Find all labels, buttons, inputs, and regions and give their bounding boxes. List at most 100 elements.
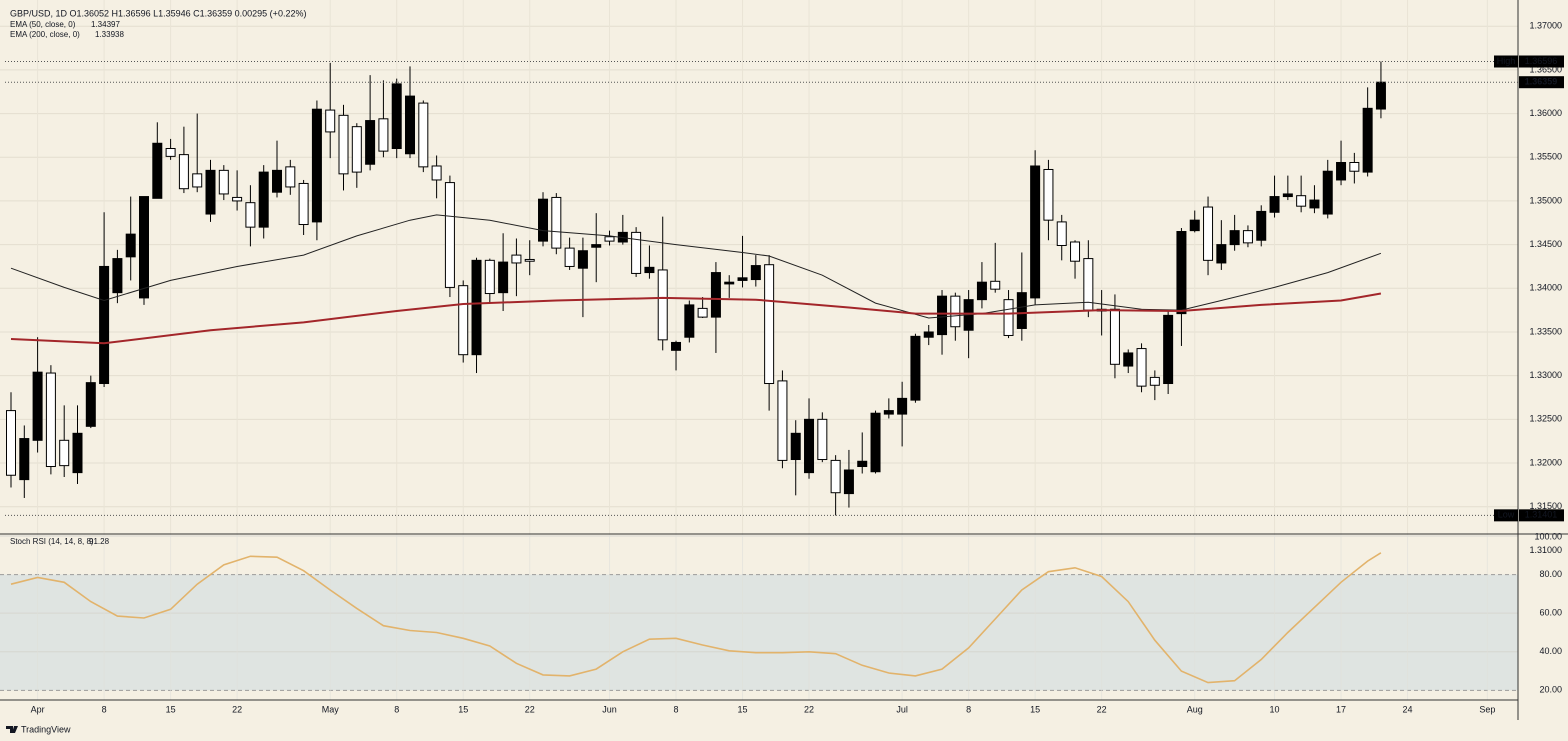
y-tick-label: 1.36000 [1529, 108, 1562, 118]
candle-body [644, 266, 655, 274]
candle-body [710, 272, 721, 318]
candle-body [737, 277, 748, 281]
header: GBP/USD, 1D O1.36052 H1.36596 L1.35946 C… [10, 8, 306, 18]
y-tick-label: 1.32500 [1529, 414, 1562, 424]
candle-body [1043, 168, 1054, 221]
x-tick-label: Sep [1479, 704, 1495, 714]
legend-value: 1.34397 [91, 20, 120, 29]
x-tick-label: 22 [525, 704, 535, 714]
candle-body [405, 95, 416, 155]
candle-body [750, 265, 761, 281]
candle-body [684, 304, 695, 338]
y-tick-label: 60.00 [1539, 608, 1562, 618]
candle-body [790, 432, 801, 461]
level-tag [1494, 55, 1518, 68]
candle-body [298, 182, 309, 226]
logo [6, 726, 18, 733]
indicator-value: 91.28 [89, 537, 110, 546]
x-tick-label: 15 [738, 704, 748, 714]
candle-body [152, 142, 163, 199]
candle-body [511, 254, 522, 264]
candle-body [165, 148, 176, 157]
candle-body [218, 169, 229, 195]
candle-body [6, 410, 17, 476]
candle-body [1016, 292, 1027, 329]
candle-body [777, 380, 788, 461]
stoch-line [10, 552, 1382, 684]
candle-body [937, 295, 948, 336]
candle-body [1216, 244, 1227, 264]
candle-body [19, 438, 30, 481]
candle-body [285, 166, 296, 188]
candle-body [1322, 170, 1333, 215]
y-tick-label: 1.31000 [1529, 545, 1562, 555]
x-tick-label: 8 [966, 704, 971, 714]
candle-body [1242, 230, 1253, 244]
candle-body [1282, 193, 1293, 198]
candle-body [990, 280, 1001, 290]
y-tick-label: 1.34500 [1529, 239, 1562, 249]
y-tick-label: 1.34000 [1529, 283, 1562, 293]
candle-body [1269, 196, 1280, 213]
candle-body [1136, 348, 1147, 387]
candle-body [883, 410, 894, 415]
x-tick-label: 22 [1097, 704, 1107, 714]
candle-body [817, 418, 828, 461]
candle-body [1203, 206, 1214, 261]
candle-body [391, 83, 402, 150]
candle-body [950, 295, 961, 328]
x-tick-label: 15 [458, 704, 468, 714]
candle-body [205, 169, 216, 215]
candle-body [1176, 231, 1187, 315]
candle-body [418, 102, 429, 168]
x-tick-label: Jul [896, 704, 908, 714]
candle-body [1123, 352, 1134, 367]
x-tick-label: 22 [804, 704, 814, 714]
candle-body [178, 154, 189, 190]
candle-body [139, 196, 150, 299]
level-tag-label: Low [1498, 510, 1515, 520]
candle-body [192, 173, 203, 188]
level-price: 1.36596 [1525, 56, 1558, 66]
candle-body [1256, 210, 1267, 241]
candle-body [764, 264, 775, 385]
y-tick-label: 1.36500 [1529, 64, 1562, 74]
x-tick-label: Jun [602, 704, 617, 714]
candle-body [1109, 308, 1120, 365]
candle-body [1336, 161, 1347, 181]
candle-body [1296, 195, 1307, 207]
candle-body [830, 459, 841, 494]
candle-body [351, 126, 362, 173]
indicator-band [0, 574, 1518, 691]
x-tick-label: 17 [1336, 704, 1346, 714]
y-tick-label: 1.33500 [1529, 326, 1562, 336]
candle-body [524, 258, 535, 262]
x-tick-label: 15 [166, 704, 176, 714]
x-tick-label: 8 [102, 704, 107, 714]
y-tick-label: 1.35000 [1529, 195, 1562, 205]
candle-body [657, 269, 668, 341]
candle-body [1163, 314, 1174, 385]
candle-body [804, 418, 815, 474]
ema-line [10, 292, 1382, 345]
candle-body [604, 236, 615, 242]
candle-body [1229, 230, 1240, 246]
x-tick-label: 24 [1403, 704, 1413, 714]
y-tick-label: 1.32000 [1529, 457, 1562, 467]
candle-body [564, 247, 575, 267]
y-tick-label: 80.00 [1539, 569, 1562, 579]
candle-body [125, 233, 136, 258]
level-price-box [1519, 55, 1564, 68]
candle-body [245, 202, 256, 228]
candle-body [85, 382, 96, 427]
candle-body [551, 196, 562, 249]
x-tick-label: 8 [674, 704, 679, 714]
candle-body [538, 198, 549, 242]
candle-body [1362, 107, 1373, 173]
candle-body [59, 439, 70, 467]
y-tick-label: 40.00 [1539, 646, 1562, 656]
x-tick-label: 10 [1270, 704, 1280, 714]
y-tick-label: 1.37000 [1529, 21, 1562, 31]
candle-body [857, 460, 868, 468]
